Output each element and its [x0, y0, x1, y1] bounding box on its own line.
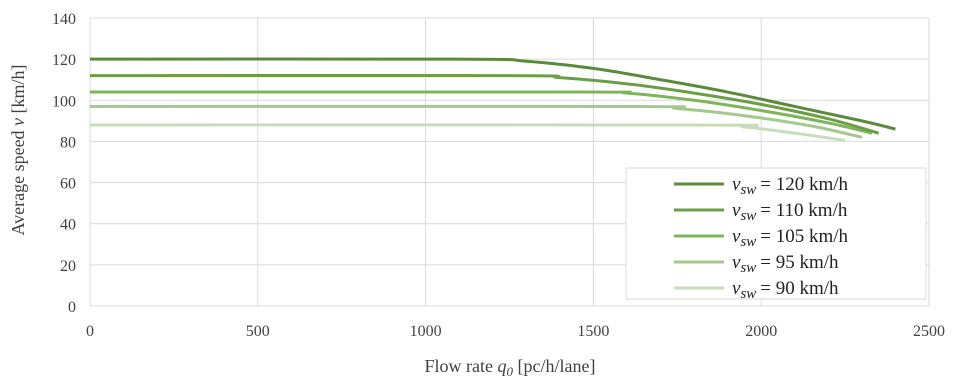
- y-tick-label: 20: [60, 258, 76, 275]
- y-tick-label: 140: [52, 11, 76, 28]
- series-line-1: [89, 73, 880, 135]
- y-tick-label: 40: [60, 217, 76, 234]
- legend-entry: vsw = 90 km/h: [732, 278, 839, 302]
- y-axis-label: Average speed v [km/h]: [8, 64, 28, 235]
- legend-entry: vsw = 95 km/h: [732, 252, 839, 276]
- series-line-3: [89, 104, 863, 139]
- legend-entry: vsw = 105 km/h: [732, 226, 849, 250]
- y-tick-label: 60: [60, 176, 76, 193]
- y-axis: 0 20 40 60 80 100 120 140: [52, 11, 76, 316]
- legend-box: [625, 167, 927, 300]
- grid: [89, 17, 930, 307]
- x-tick-label: 1500: [577, 323, 609, 340]
- x-tick-label: 1000: [410, 323, 442, 340]
- legend-entry: vsw = 120 km/h: [732, 174, 849, 198]
- x-tick-label: 0: [86, 323, 94, 340]
- y-tick-label: 120: [52, 52, 76, 69]
- series-line-4: [89, 123, 846, 142]
- x-axis-label: Flow rate q0 [pc/h/lane]: [425, 356, 596, 379]
- series-lines: [89, 57, 896, 142]
- series-line-2: [89, 90, 873, 135]
- x-tick-label: 2500: [913, 323, 945, 340]
- y-tick-label: 0: [68, 299, 76, 316]
- x-tick-label: 2000: [745, 323, 777, 340]
- series-line-0: [89, 57, 896, 131]
- x-axis: 0 500 1000 1500 2000 2500: [86, 323, 945, 340]
- x-tick-label: 500: [246, 323, 270, 340]
- legend-entry: vsw = 110 km/h: [732, 200, 848, 224]
- y-tick-label: 80: [60, 134, 76, 151]
- y-tick-label: 100: [52, 93, 76, 110]
